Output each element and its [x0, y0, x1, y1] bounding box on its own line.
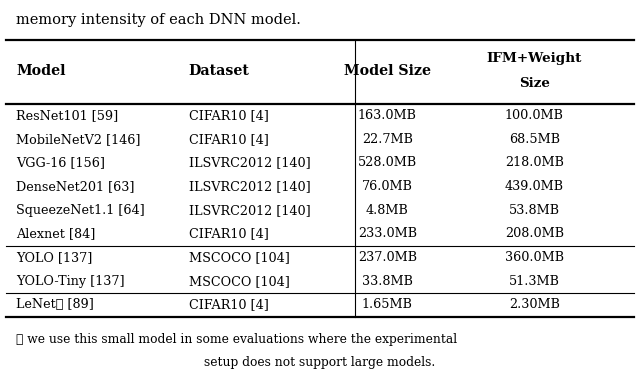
- Text: 163.0MB: 163.0MB: [358, 109, 417, 122]
- Text: 51.3MB: 51.3MB: [509, 275, 560, 288]
- Text: 237.0MB: 237.0MB: [358, 251, 417, 264]
- Text: 1.65MB: 1.65MB: [362, 298, 413, 311]
- Text: 2.30MB: 2.30MB: [509, 298, 560, 311]
- Text: 360.0MB: 360.0MB: [505, 251, 564, 264]
- Text: YOLO-Tiny [137]: YOLO-Tiny [137]: [16, 275, 125, 288]
- Text: YOLO [137]: YOLO [137]: [16, 251, 92, 264]
- Text: ILSVRC2012 [140]: ILSVRC2012 [140]: [189, 204, 310, 217]
- Text: 208.0MB: 208.0MB: [505, 227, 564, 240]
- Text: 100.0MB: 100.0MB: [505, 109, 564, 122]
- Text: SqueezeNet1.1 [64]: SqueezeNet1.1 [64]: [16, 204, 145, 217]
- Text: 33.8MB: 33.8MB: [362, 275, 413, 288]
- Text: CIFAR10 [4]: CIFAR10 [4]: [189, 133, 269, 146]
- Text: memory intensity of each DNN model.: memory intensity of each DNN model.: [16, 13, 301, 27]
- Text: VGG-16 [156]: VGG-16 [156]: [16, 156, 105, 169]
- Text: Size: Size: [519, 77, 550, 90]
- Text: 68.5MB: 68.5MB: [509, 133, 560, 146]
- Text: ★ we use this small model in some evaluations where the experimental: ★ we use this small model in some evalua…: [16, 333, 457, 346]
- Text: 218.0MB: 218.0MB: [505, 156, 564, 169]
- Text: 4.8MB: 4.8MB: [366, 204, 408, 217]
- Text: Alexnet [84]: Alexnet [84]: [16, 227, 95, 240]
- Text: IFM+Weight: IFM+Weight: [486, 52, 582, 65]
- Text: DenseNet201 [63]: DenseNet201 [63]: [16, 180, 134, 193]
- Text: MSCOCO [104]: MSCOCO [104]: [189, 251, 290, 264]
- Text: CIFAR10 [4]: CIFAR10 [4]: [189, 227, 269, 240]
- Text: 439.0MB: 439.0MB: [505, 180, 564, 193]
- Text: Model: Model: [16, 64, 65, 78]
- Text: MobileNetV2 [146]: MobileNetV2 [146]: [16, 133, 141, 146]
- Text: Model Size: Model Size: [344, 64, 431, 78]
- Text: 233.0MB: 233.0MB: [358, 227, 417, 240]
- Text: 22.7MB: 22.7MB: [362, 133, 413, 146]
- Text: CIFAR10 [4]: CIFAR10 [4]: [189, 109, 269, 122]
- Text: Dataset: Dataset: [189, 64, 250, 78]
- Text: setup does not support large models.: setup does not support large models.: [204, 356, 436, 369]
- Text: 528.0MB: 528.0MB: [358, 156, 417, 169]
- Text: LeNet★ [89]: LeNet★ [89]: [16, 298, 94, 311]
- Text: ResNet101 [59]: ResNet101 [59]: [16, 109, 118, 122]
- Text: 53.8MB: 53.8MB: [509, 204, 560, 217]
- Text: MSCOCO [104]: MSCOCO [104]: [189, 275, 290, 288]
- Text: CIFAR10 [4]: CIFAR10 [4]: [189, 298, 269, 311]
- Text: ILSVRC2012 [140]: ILSVRC2012 [140]: [189, 180, 310, 193]
- Text: 76.0MB: 76.0MB: [362, 180, 413, 193]
- Text: ILSVRC2012 [140]: ILSVRC2012 [140]: [189, 156, 310, 169]
